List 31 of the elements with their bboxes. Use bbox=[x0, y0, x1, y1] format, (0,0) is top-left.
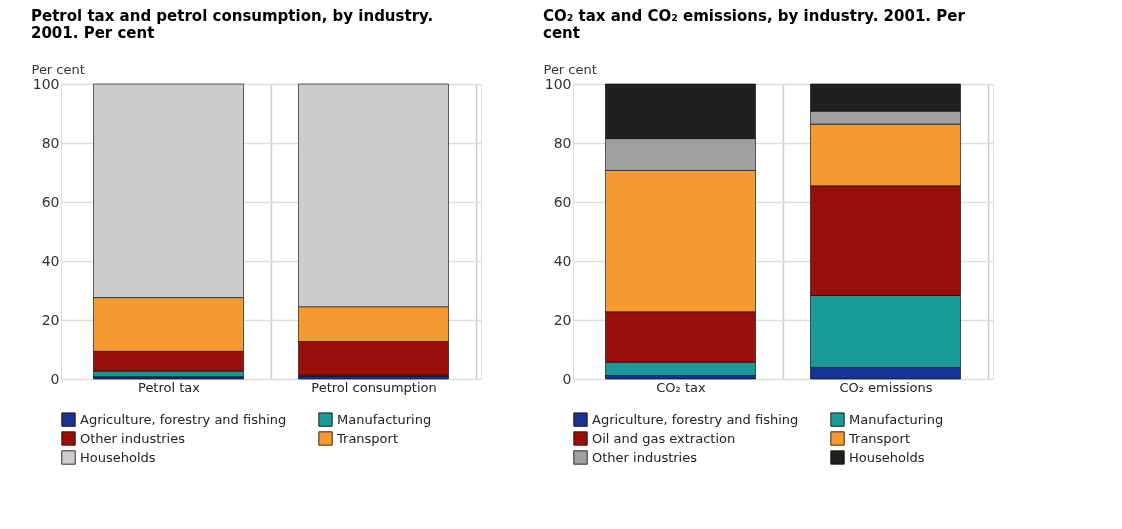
y-tick-label: 100 bbox=[32, 75, 60, 92]
x-tick-label: Petrol consumption bbox=[311, 379, 437, 395]
legend-label: Manufacturing bbox=[849, 411, 944, 427]
legend-label: Households bbox=[849, 449, 925, 465]
y-tick-label: 40 bbox=[553, 252, 572, 269]
y-axis-title: Per cent bbox=[543, 61, 597, 77]
y-tick-label: 0 bbox=[562, 370, 572, 387]
y-tick-label: 20 bbox=[553, 311, 572, 328]
legend-label: Manufacturing bbox=[337, 411, 432, 427]
x-tick-label: CO₂ emissions bbox=[839, 379, 933, 395]
y-tick-label: 60 bbox=[553, 193, 572, 210]
y-axis-title: Per cent bbox=[31, 61, 85, 77]
legend-label: Oil and gas extraction bbox=[592, 430, 736, 446]
y-tick-label: 20 bbox=[41, 311, 60, 328]
y-tick-label: 80 bbox=[41, 134, 60, 151]
y-tick-label: 0 bbox=[50, 370, 60, 387]
y-tick-label: 40 bbox=[41, 252, 60, 269]
legend-label: Agriculture, forestry and fishing bbox=[592, 411, 799, 427]
y-tick-label: 100 bbox=[544, 75, 572, 92]
legend-label: Households bbox=[80, 449, 156, 465]
y-tick-label: 80 bbox=[553, 134, 572, 151]
legend-label: Other industries bbox=[592, 449, 698, 465]
legend-label: Other industries bbox=[80, 430, 186, 446]
x-tick-label: Petrol tax bbox=[138, 379, 201, 395]
legend-label: Transport bbox=[848, 430, 911, 446]
chart-title: Petrol tax and petrol consumption, by industry. 2001. Per cent bbox=[31, 7, 434, 42]
legend-label: Agriculture, forestry and fishing bbox=[80, 411, 287, 427]
y-tick-label: 60 bbox=[41, 193, 60, 210]
chart-title: CO₂ tax and CO₂ emissions, by industry. 2001. Per cent bbox=[543, 7, 966, 42]
x-tick-label: CO₂ tax bbox=[656, 379, 707, 395]
legend-label: Transport bbox=[336, 430, 399, 446]
